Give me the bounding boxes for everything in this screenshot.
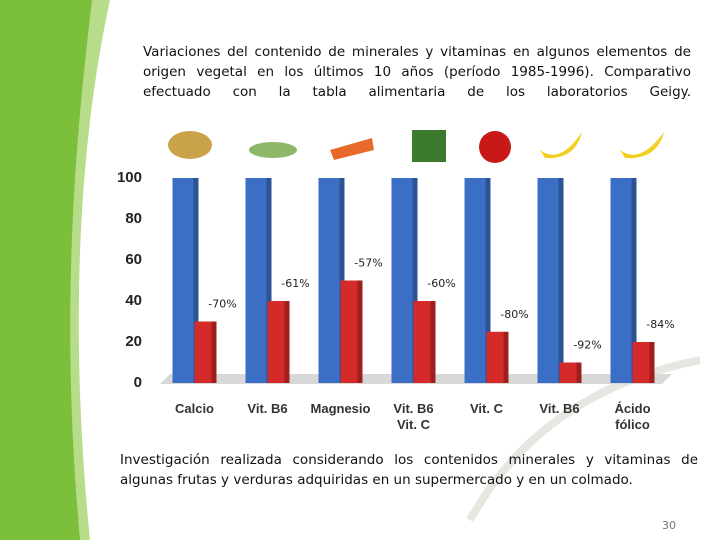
bar (413, 301, 436, 383)
bar (559, 362, 582, 383)
annotation: -92% (573, 339, 601, 352)
x-tick-label: Magnesio (311, 401, 371, 416)
x-tick-label: Ácido fólico (614, 401, 650, 432)
green-stripe (70, 0, 110, 540)
x-tick-line: fólico (615, 417, 650, 432)
banana-icon (540, 132, 582, 159)
bar (340, 280, 363, 383)
bar-shade (412, 178, 418, 383)
bar-shade (503, 331, 509, 383)
x-tick-label: Vit. C (470, 401, 504, 416)
bar-shade (649, 342, 655, 383)
banana-icon (620, 132, 664, 159)
bar (610, 178, 637, 383)
bar-shade (193, 178, 199, 383)
beans-icon (249, 142, 297, 158)
bar (194, 321, 217, 383)
x-tick-label: Vit. B6 Vit. C (393, 401, 433, 432)
bar-shade (485, 178, 491, 383)
y-tick-label: 80 (125, 210, 142, 227)
potato-icon (168, 131, 212, 159)
bar (267, 301, 290, 383)
bar-shade (576, 362, 582, 383)
bar-shade (266, 178, 272, 383)
herb-icon (412, 130, 446, 162)
page-number: 30 (662, 519, 676, 532)
x-tick-label: Vit. B6 (539, 401, 579, 416)
bar (172, 178, 199, 383)
bar-shade (357, 280, 363, 383)
x-tick-label: Vit. B6 (247, 401, 287, 416)
x-tick-line: Vit. C (397, 417, 431, 432)
y-tick-label: 100 (117, 169, 142, 186)
y-tick-label: 60 (125, 251, 142, 268)
bar (464, 178, 491, 383)
bar (537, 178, 564, 383)
bar (245, 178, 272, 383)
annotation: -60% (427, 277, 455, 290)
annotation: -57% (354, 257, 382, 270)
caption: Investigación realizada considerando los… (120, 452, 698, 488)
x-tick-line: Vit. C (470, 401, 504, 416)
apple-icon (479, 131, 511, 163)
bar-shade (631, 178, 637, 383)
x-tick-line: Ácido (614, 401, 650, 416)
annotation: -70% (208, 298, 236, 311)
bar-shade (558, 178, 564, 383)
bar-shade (430, 301, 436, 383)
bar-shade (284, 301, 290, 383)
bar (391, 178, 418, 383)
y-tick-label: 20 (125, 333, 142, 350)
annotation: -84% (646, 318, 674, 331)
annotation: -61% (281, 277, 309, 290)
x-tick-line: Magnesio (311, 401, 371, 416)
y-tick-label: 40 (125, 292, 142, 309)
annotation: -80% (500, 308, 528, 321)
x-tick-line: Calcio (175, 401, 214, 416)
bar (318, 178, 345, 383)
x-tick-line: Vit. B6 (393, 401, 433, 416)
x-tick-line: Vit. B6 (539, 401, 579, 416)
title: Variaciones del contenido de minerales y… (143, 44, 691, 100)
y-tick-label: 0 (134, 374, 142, 391)
leaf-deco (466, 356, 701, 522)
bar (632, 342, 655, 383)
x-tick-label: Calcio (175, 401, 214, 416)
carrot-icon (330, 138, 374, 160)
bar (486, 331, 509, 383)
x-tick-line: Vit. B6 (247, 401, 287, 416)
bar-shade (211, 321, 217, 383)
